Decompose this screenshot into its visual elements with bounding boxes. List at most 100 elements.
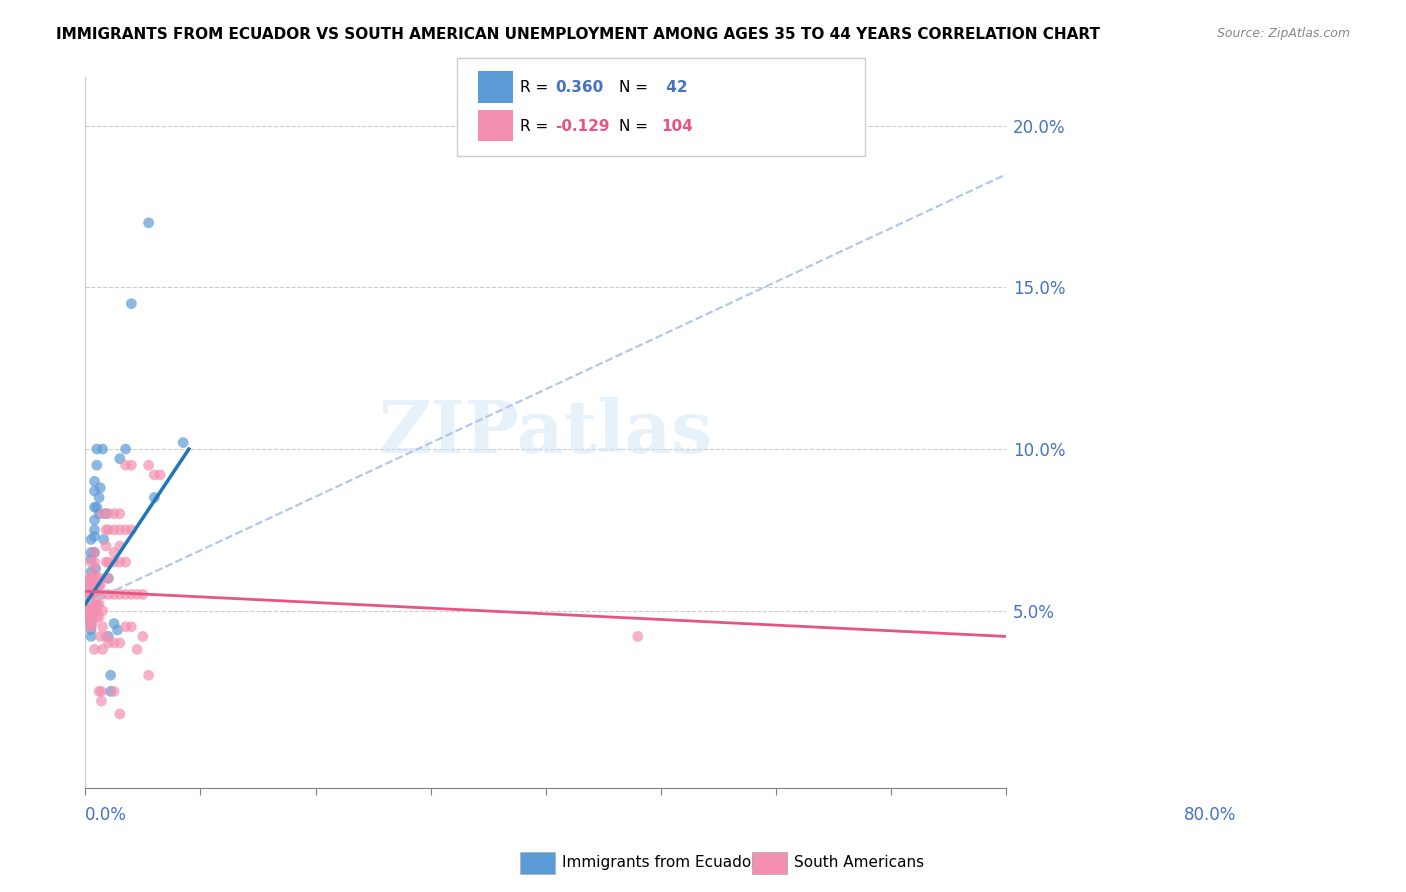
Point — [84, 561, 107, 575]
Point — [79, 616, 101, 631]
Point — [83, 513, 105, 527]
Point — [97, 523, 120, 537]
Point — [89, 629, 111, 643]
Point — [114, 523, 136, 537]
Point — [80, 610, 103, 624]
Point — [103, 636, 125, 650]
Point — [84, 604, 107, 618]
Point — [83, 483, 105, 498]
Point — [97, 555, 120, 569]
Point — [114, 587, 136, 601]
Point — [79, 578, 101, 592]
Point — [97, 629, 120, 643]
Point — [94, 523, 117, 537]
Point — [77, 597, 100, 611]
Point — [80, 597, 103, 611]
Point — [107, 623, 129, 637]
Point — [87, 507, 110, 521]
Point — [120, 587, 142, 601]
Text: 42: 42 — [661, 80, 688, 95]
Point — [83, 597, 105, 611]
Point — [80, 571, 103, 585]
Point — [172, 435, 194, 450]
Point — [103, 545, 125, 559]
Text: 0.360: 0.360 — [555, 80, 603, 95]
Point — [80, 565, 103, 579]
Point — [79, 604, 101, 618]
Point — [97, 571, 120, 585]
Point — [86, 500, 108, 515]
Text: -0.129: -0.129 — [555, 120, 610, 134]
Point — [114, 458, 136, 473]
Point — [80, 533, 103, 547]
Point — [108, 587, 131, 601]
Point — [82, 597, 104, 611]
Point — [86, 578, 108, 592]
Point — [86, 610, 108, 624]
Point — [132, 587, 155, 601]
Point — [82, 597, 104, 611]
Point — [127, 587, 149, 601]
Point — [108, 706, 131, 721]
Point — [108, 555, 131, 569]
Point — [90, 684, 112, 698]
Point — [87, 610, 110, 624]
Point — [82, 587, 104, 601]
Point — [149, 467, 172, 482]
Point — [100, 668, 122, 682]
Point — [79, 571, 101, 585]
Text: N =: N = — [619, 120, 652, 134]
Point — [103, 507, 125, 521]
Point — [120, 523, 142, 537]
Point — [86, 442, 108, 456]
Point — [138, 668, 160, 682]
Point — [80, 616, 103, 631]
Text: South Americans: South Americans — [794, 855, 925, 870]
Point — [143, 467, 166, 482]
Point — [108, 451, 131, 466]
Point — [120, 296, 142, 310]
Point — [83, 500, 105, 515]
Point — [80, 610, 103, 624]
Point — [94, 539, 117, 553]
Point — [138, 216, 160, 230]
Point — [80, 555, 103, 569]
Point — [82, 604, 104, 618]
Point — [84, 597, 107, 611]
Point — [82, 578, 104, 592]
Point — [97, 636, 120, 650]
Point — [91, 507, 114, 521]
Point — [86, 587, 108, 601]
Text: 80.0%: 80.0% — [1184, 806, 1236, 824]
Point — [87, 597, 110, 611]
Point — [94, 555, 117, 569]
Point — [80, 604, 103, 618]
Point — [83, 545, 105, 559]
Text: 104: 104 — [661, 120, 693, 134]
Point — [97, 587, 120, 601]
Point — [83, 529, 105, 543]
Point — [94, 507, 117, 521]
Text: R =: R = — [520, 80, 554, 95]
Point — [76, 604, 98, 618]
Point — [91, 587, 114, 601]
Point — [143, 491, 166, 505]
Point — [103, 616, 125, 631]
Point — [91, 642, 114, 657]
Point — [89, 481, 111, 495]
Point — [94, 629, 117, 643]
Point — [89, 571, 111, 585]
Point — [77, 578, 100, 592]
Point — [108, 523, 131, 537]
Point — [80, 623, 103, 637]
Point — [80, 578, 103, 592]
Point — [91, 442, 114, 456]
Point — [91, 620, 114, 634]
Point — [80, 552, 103, 566]
Point — [84, 587, 107, 601]
Point — [90, 694, 112, 708]
Point — [79, 610, 101, 624]
Point — [97, 507, 120, 521]
Point — [83, 565, 105, 579]
Point — [120, 458, 142, 473]
